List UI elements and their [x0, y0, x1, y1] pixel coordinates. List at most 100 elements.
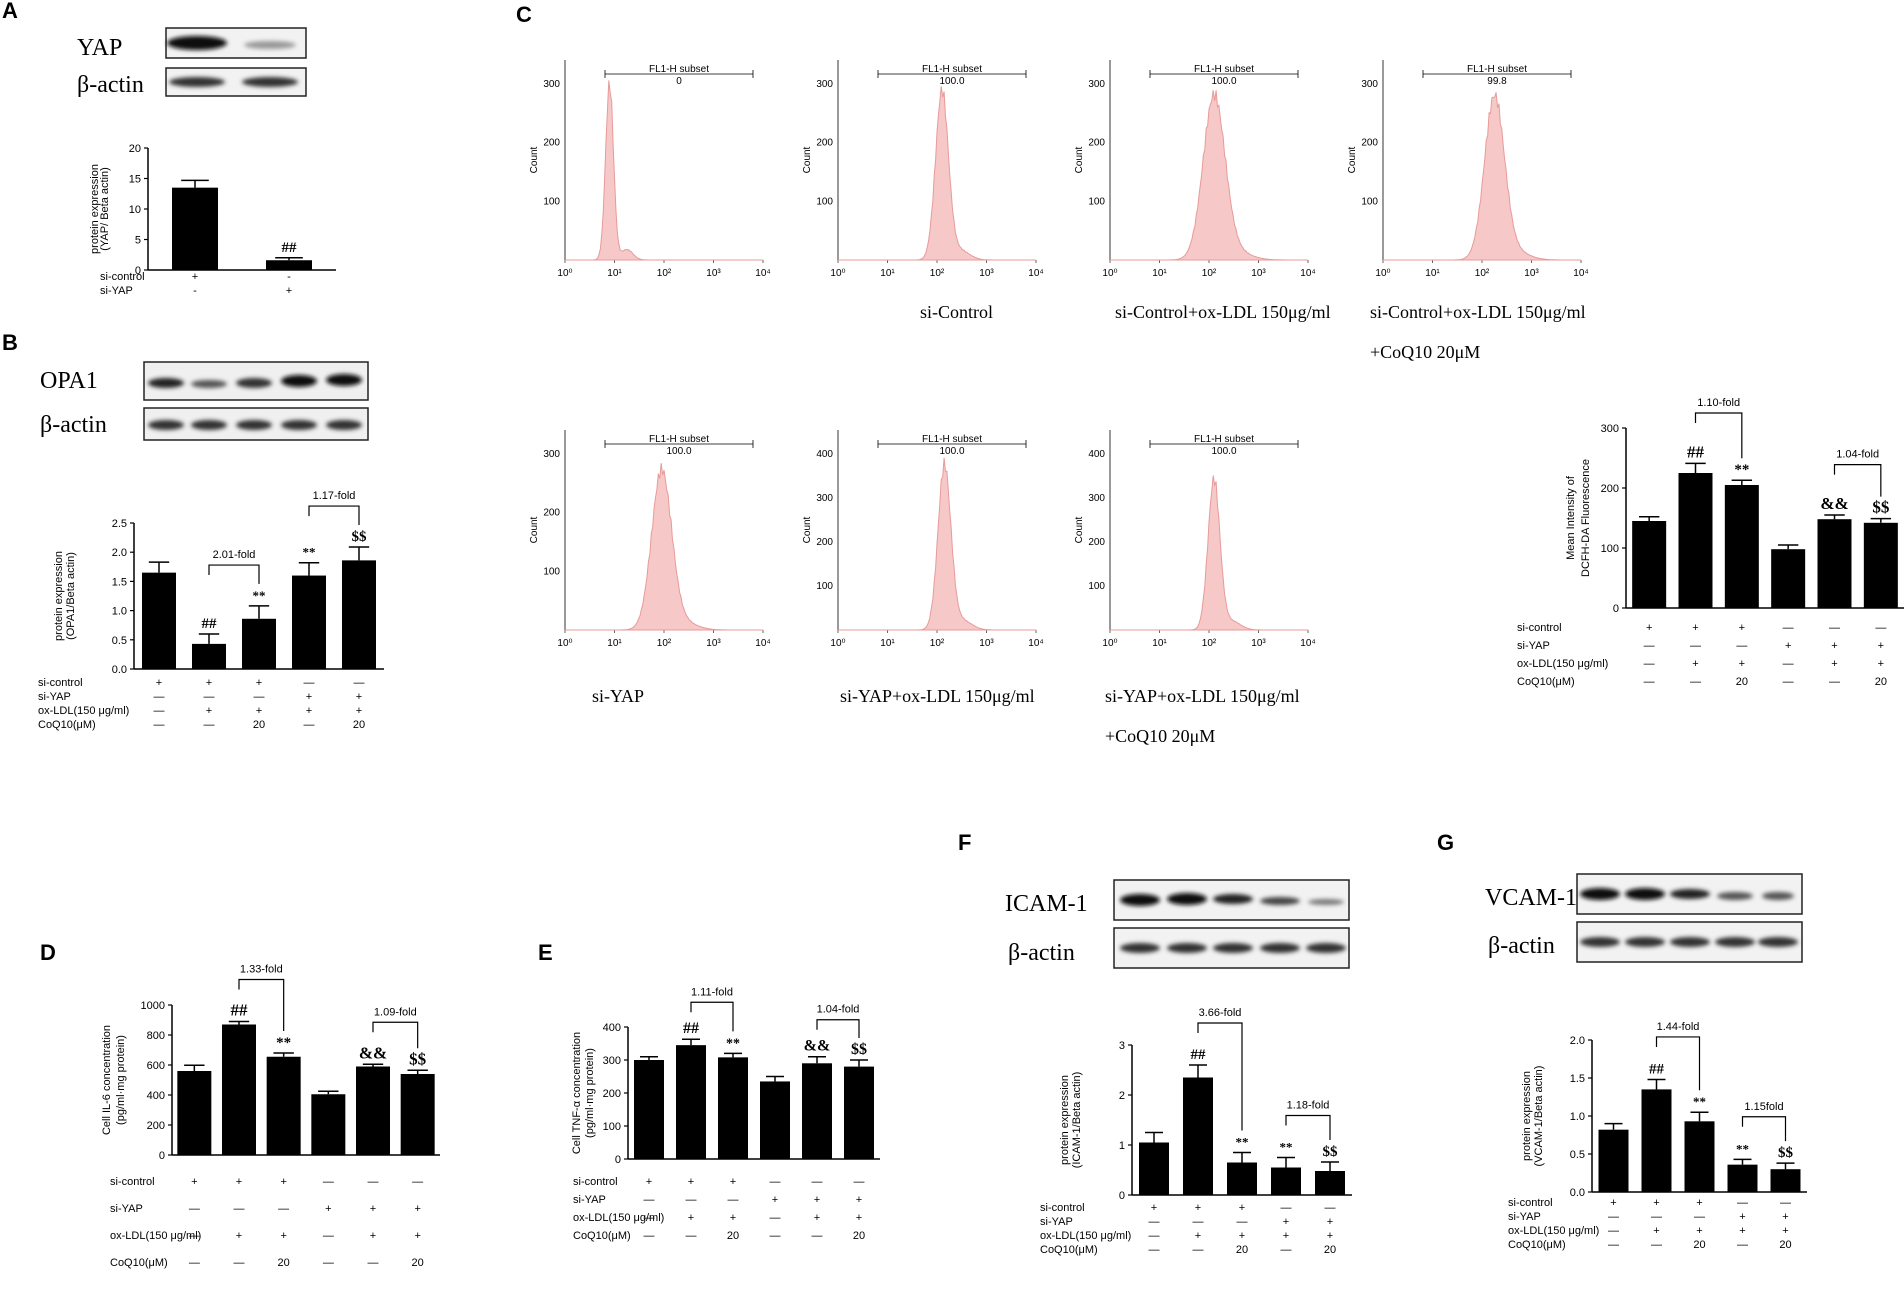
condition-cell: + [688, 1212, 694, 1224]
condition-cell: + [1692, 658, 1698, 670]
condition-cell: + [1785, 640, 1791, 652]
significance-mark: ** [1693, 1094, 1706, 1109]
flow-caption: si-Control+ox-LDL 150μg/ml [1115, 302, 1331, 322]
condition-cell: + [1646, 622, 1652, 634]
bar [844, 1066, 874, 1159]
chart-d: 0 200 400 600 800 1000 Cell IL-6 concentration… [101, 964, 440, 1269]
flow-y-tick: 100 [816, 581, 833, 592]
condition-cell: - [193, 285, 197, 297]
condition-cell: — [1780, 1197, 1791, 1209]
chart-e: 0 100 200 300 400 Cell TNF-α concentration (pg… [571, 986, 880, 1242]
condition-cell: + [1195, 1230, 1201, 1242]
flow-y-axis-label: Count [529, 146, 540, 173]
panel-label-g: G [1437, 830, 1454, 855]
condition-cell: + [286, 285, 292, 297]
y-tick-label: 1.5 [1570, 1073, 1585, 1085]
flow-x-tick: 10⁰ [830, 268, 845, 279]
flow-caption: si-Control [920, 302, 993, 322]
flow-x-tick: 10¹ [1152, 638, 1167, 649]
condition-cell: — [1690, 640, 1701, 652]
fold-bracket [308, 505, 360, 525]
condition-label: si-YAP [100, 285, 133, 297]
condition-cell: — [812, 1176, 823, 1188]
flow-x-tick: 10⁰ [1375, 268, 1390, 279]
bar [1863, 522, 1898, 608]
flow-gate-label: FL1-H subset [1194, 64, 1254, 75]
condition-cell: + [1239, 1230, 1245, 1242]
condition-cell: + [1739, 658, 1745, 670]
y-tick-label: 600 [147, 1060, 165, 1072]
condition-cell: — [1149, 1244, 1160, 1256]
condition-cell: + [370, 1230, 376, 1242]
condition-cell: + [370, 1203, 376, 1215]
flow-y-tick: 300 [543, 449, 560, 460]
condition-cell: + [646, 1176, 652, 1188]
bar [177, 1071, 212, 1155]
y-tick-label: 0 [1119, 1190, 1125, 1202]
bar [172, 187, 218, 270]
condition-cell: — [812, 1230, 823, 1242]
condition-cell: 20 [727, 1230, 739, 1242]
flow-x-tick: 10¹ [880, 638, 895, 649]
bar [342, 560, 376, 669]
condition-cell: + [856, 1194, 862, 1206]
bar [192, 643, 226, 669]
condition-cell: — [412, 1176, 423, 1188]
condition-label: ox-LDL(150 μg/ml) [110, 1230, 201, 1242]
significance-mark: ## [202, 616, 218, 632]
chart-c: 0 100 200 300 Mean Intensity of DCFH-DA Fluor… [1517, 397, 1904, 688]
condition-cell: — [1737, 1239, 1748, 1251]
y-tick-label: 0.5 [1570, 1149, 1585, 1161]
flow-histogram [838, 457, 1036, 631]
y-axis-label: protein expression [53, 551, 65, 641]
y-tick-label: 15 [129, 174, 141, 186]
y-tick-label: 300 [603, 1055, 621, 1067]
condition-cell: — [644, 1194, 655, 1206]
condition-cell: + [236, 1230, 242, 1242]
bar [292, 575, 326, 669]
y-tick-label: 5 [135, 235, 141, 247]
condition-cell: — [644, 1230, 655, 1242]
flow-plot-7: Count 100 200 300 400 10⁰ 10¹ 10² 10³ 10⁴ FL1-H su… [1074, 430, 1316, 746]
condition-cell: — [644, 1212, 655, 1224]
flow-y-tick: 100 [543, 566, 560, 577]
flow-gate-percent: 100.0 [939, 446, 964, 457]
flow-gate-label: FL1-H subset [649, 64, 709, 75]
condition-cell: — [1694, 1211, 1705, 1223]
condition-cell: — [1690, 676, 1701, 688]
flow-gate-percent: 100.0 [939, 76, 964, 87]
flow-x-tick: 10² [1475, 268, 1490, 279]
blot-g: VCAM-1 β-actin [1485, 873, 1803, 963]
significance-mark: && [1820, 494, 1848, 513]
condition-label: CoQ10(μM) [38, 719, 96, 731]
condition-cell: + [414, 1203, 420, 1215]
y-axis-label: (VCAM-1/Beta actin) [1533, 1066, 1545, 1167]
flow-plot-1: Count 100 200 300 10⁰ 10¹ 10² 10³ 10⁴ FL1-H subse… [529, 60, 771, 279]
significance-mark: $$ [1323, 1144, 1339, 1160]
condition-label: si-YAP [1508, 1211, 1541, 1223]
fold-bracket [1285, 1114, 1331, 1140]
y-tick-label: 10 [129, 204, 141, 216]
flow-y-tick: 200 [1361, 138, 1378, 149]
condition-cell: 20 [1779, 1239, 1791, 1251]
condition-label: si-control [1508, 1197, 1553, 1209]
condition-cell: 20 [1236, 1244, 1248, 1256]
flow-histogram [1110, 90, 1308, 261]
flow-x-tick: 10¹ [880, 268, 895, 279]
condition-cell: — [234, 1203, 245, 1215]
condition-cell: — [189, 1230, 200, 1242]
y-tick-label: 0 [615, 1154, 621, 1166]
bar [1271, 1167, 1301, 1195]
significance-mark: ** [303, 545, 316, 560]
flow-x-tick: 10¹ [607, 268, 622, 279]
significance-mark: ** [276, 1035, 291, 1051]
condition-cell: — [1644, 640, 1655, 652]
flow-y-axis-label: Count [1074, 516, 1085, 543]
bar [400, 1074, 435, 1155]
condition-cell: - [287, 271, 291, 283]
condition-cell: + [688, 1176, 694, 1188]
condition-cell: — [1149, 1216, 1160, 1228]
condition-cell: 20 [278, 1257, 290, 1269]
condition-cell: — [1651, 1239, 1662, 1251]
significance-mark: ** [1736, 1141, 1749, 1156]
